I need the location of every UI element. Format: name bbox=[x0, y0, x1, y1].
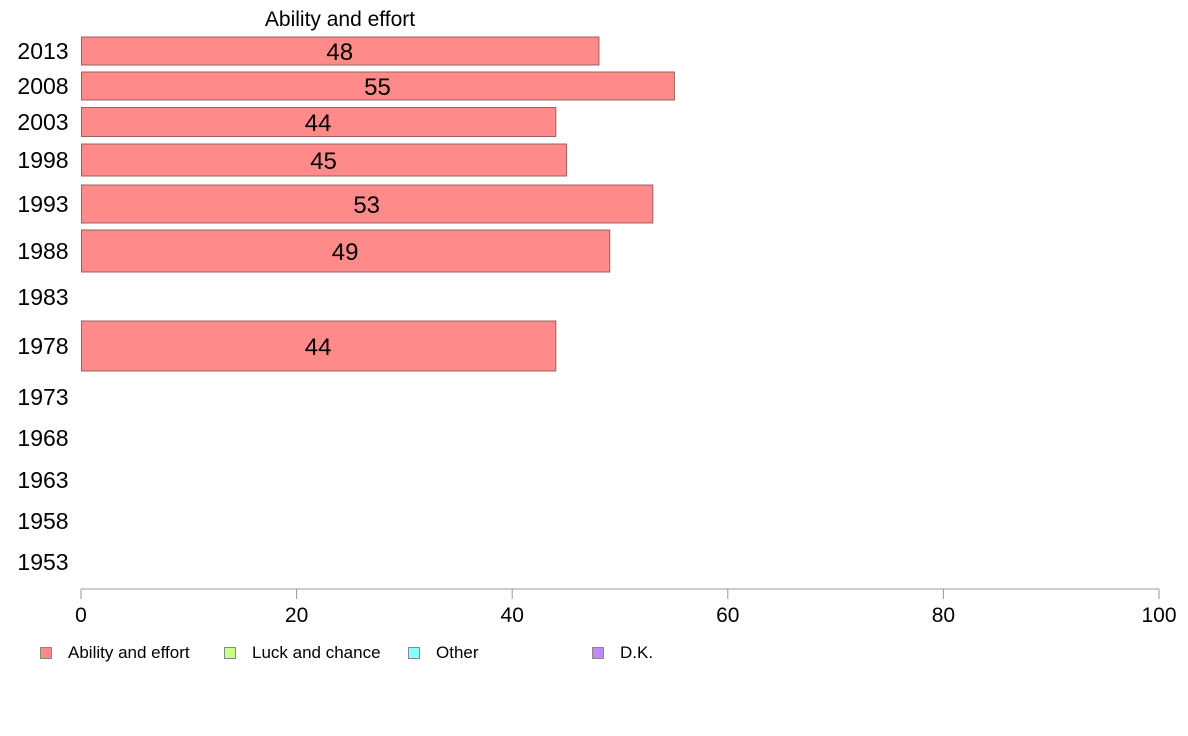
bar-2008 bbox=[81, 71, 675, 101]
legend-item-ability-and-effort: Ability and effort bbox=[40, 643, 190, 663]
legend-item-luck-and-chance: Luck and chance bbox=[224, 643, 381, 663]
legend-label: Other bbox=[436, 643, 479, 662]
legend-swatch-luck-and-chance bbox=[224, 647, 236, 659]
legend-swatch-other bbox=[408, 647, 420, 659]
y-tick-label-1993: 1993 bbox=[17, 191, 68, 217]
chart-title: Ability and effort bbox=[265, 8, 415, 31]
y-tick-label-1968: 1968 bbox=[17, 425, 68, 451]
x-tick-label-40: 40 bbox=[501, 604, 524, 627]
bar-2003 bbox=[81, 107, 557, 137]
chart: Ability and effort 48 55 44 45 53 49 44 2013 20… bbox=[17, 8, 1176, 627]
legend-item-other: Other bbox=[408, 643, 479, 663]
y-tick-label-2008: 2008 bbox=[17, 73, 68, 99]
legend-swatch-ability-and-effort bbox=[40, 647, 52, 659]
y-tick-label-1988: 1988 bbox=[17, 238, 68, 264]
data-label-2013: 48 bbox=[326, 39, 353, 66]
data-label-2008: 55 bbox=[364, 74, 391, 101]
data-label-1998: 45 bbox=[310, 148, 337, 175]
x-tick-label-60: 60 bbox=[716, 604, 739, 627]
bar-2013 bbox=[81, 36, 600, 66]
y-tick-label-1973: 1973 bbox=[17, 384, 68, 410]
x-tick-label-0: 0 bbox=[75, 604, 87, 627]
legend-label: Luck and chance bbox=[252, 643, 381, 662]
bar-1993 bbox=[81, 184, 654, 224]
legend-item-dk: D.K. bbox=[592, 643, 653, 663]
bar-1988 bbox=[81, 229, 611, 273]
data-label-1988: 49 bbox=[332, 239, 359, 266]
y-tick-label-1953: 1953 bbox=[17, 549, 68, 575]
x-tick-label-80: 80 bbox=[932, 604, 955, 627]
data-label-2003: 44 bbox=[305, 110, 332, 137]
y-tick-label-1998: 1998 bbox=[17, 147, 68, 173]
y-tick-label-1958: 1958 bbox=[17, 508, 68, 534]
x-tick-label-20: 20 bbox=[285, 604, 308, 627]
legend-label: D.K. bbox=[620, 643, 654, 662]
y-tick-label-1978: 1978 bbox=[17, 333, 68, 359]
y-tick-label-2003: 2003 bbox=[17, 109, 68, 135]
bar-1978 bbox=[81, 320, 557, 372]
y-tick-label-1963: 1963 bbox=[17, 467, 68, 493]
legend-swatch-dk bbox=[592, 647, 604, 659]
y-tick-label-1983: 1983 bbox=[17, 284, 68, 310]
x-tick-label-100: 100 bbox=[1141, 604, 1176, 627]
data-label-1978: 44 bbox=[305, 334, 332, 361]
y-tick-label-2013: 2013 bbox=[17, 38, 68, 64]
data-label-1993: 53 bbox=[353, 192, 380, 219]
legend-label: Ability and effort bbox=[68, 643, 190, 662]
bar-1998 bbox=[81, 143, 568, 177]
